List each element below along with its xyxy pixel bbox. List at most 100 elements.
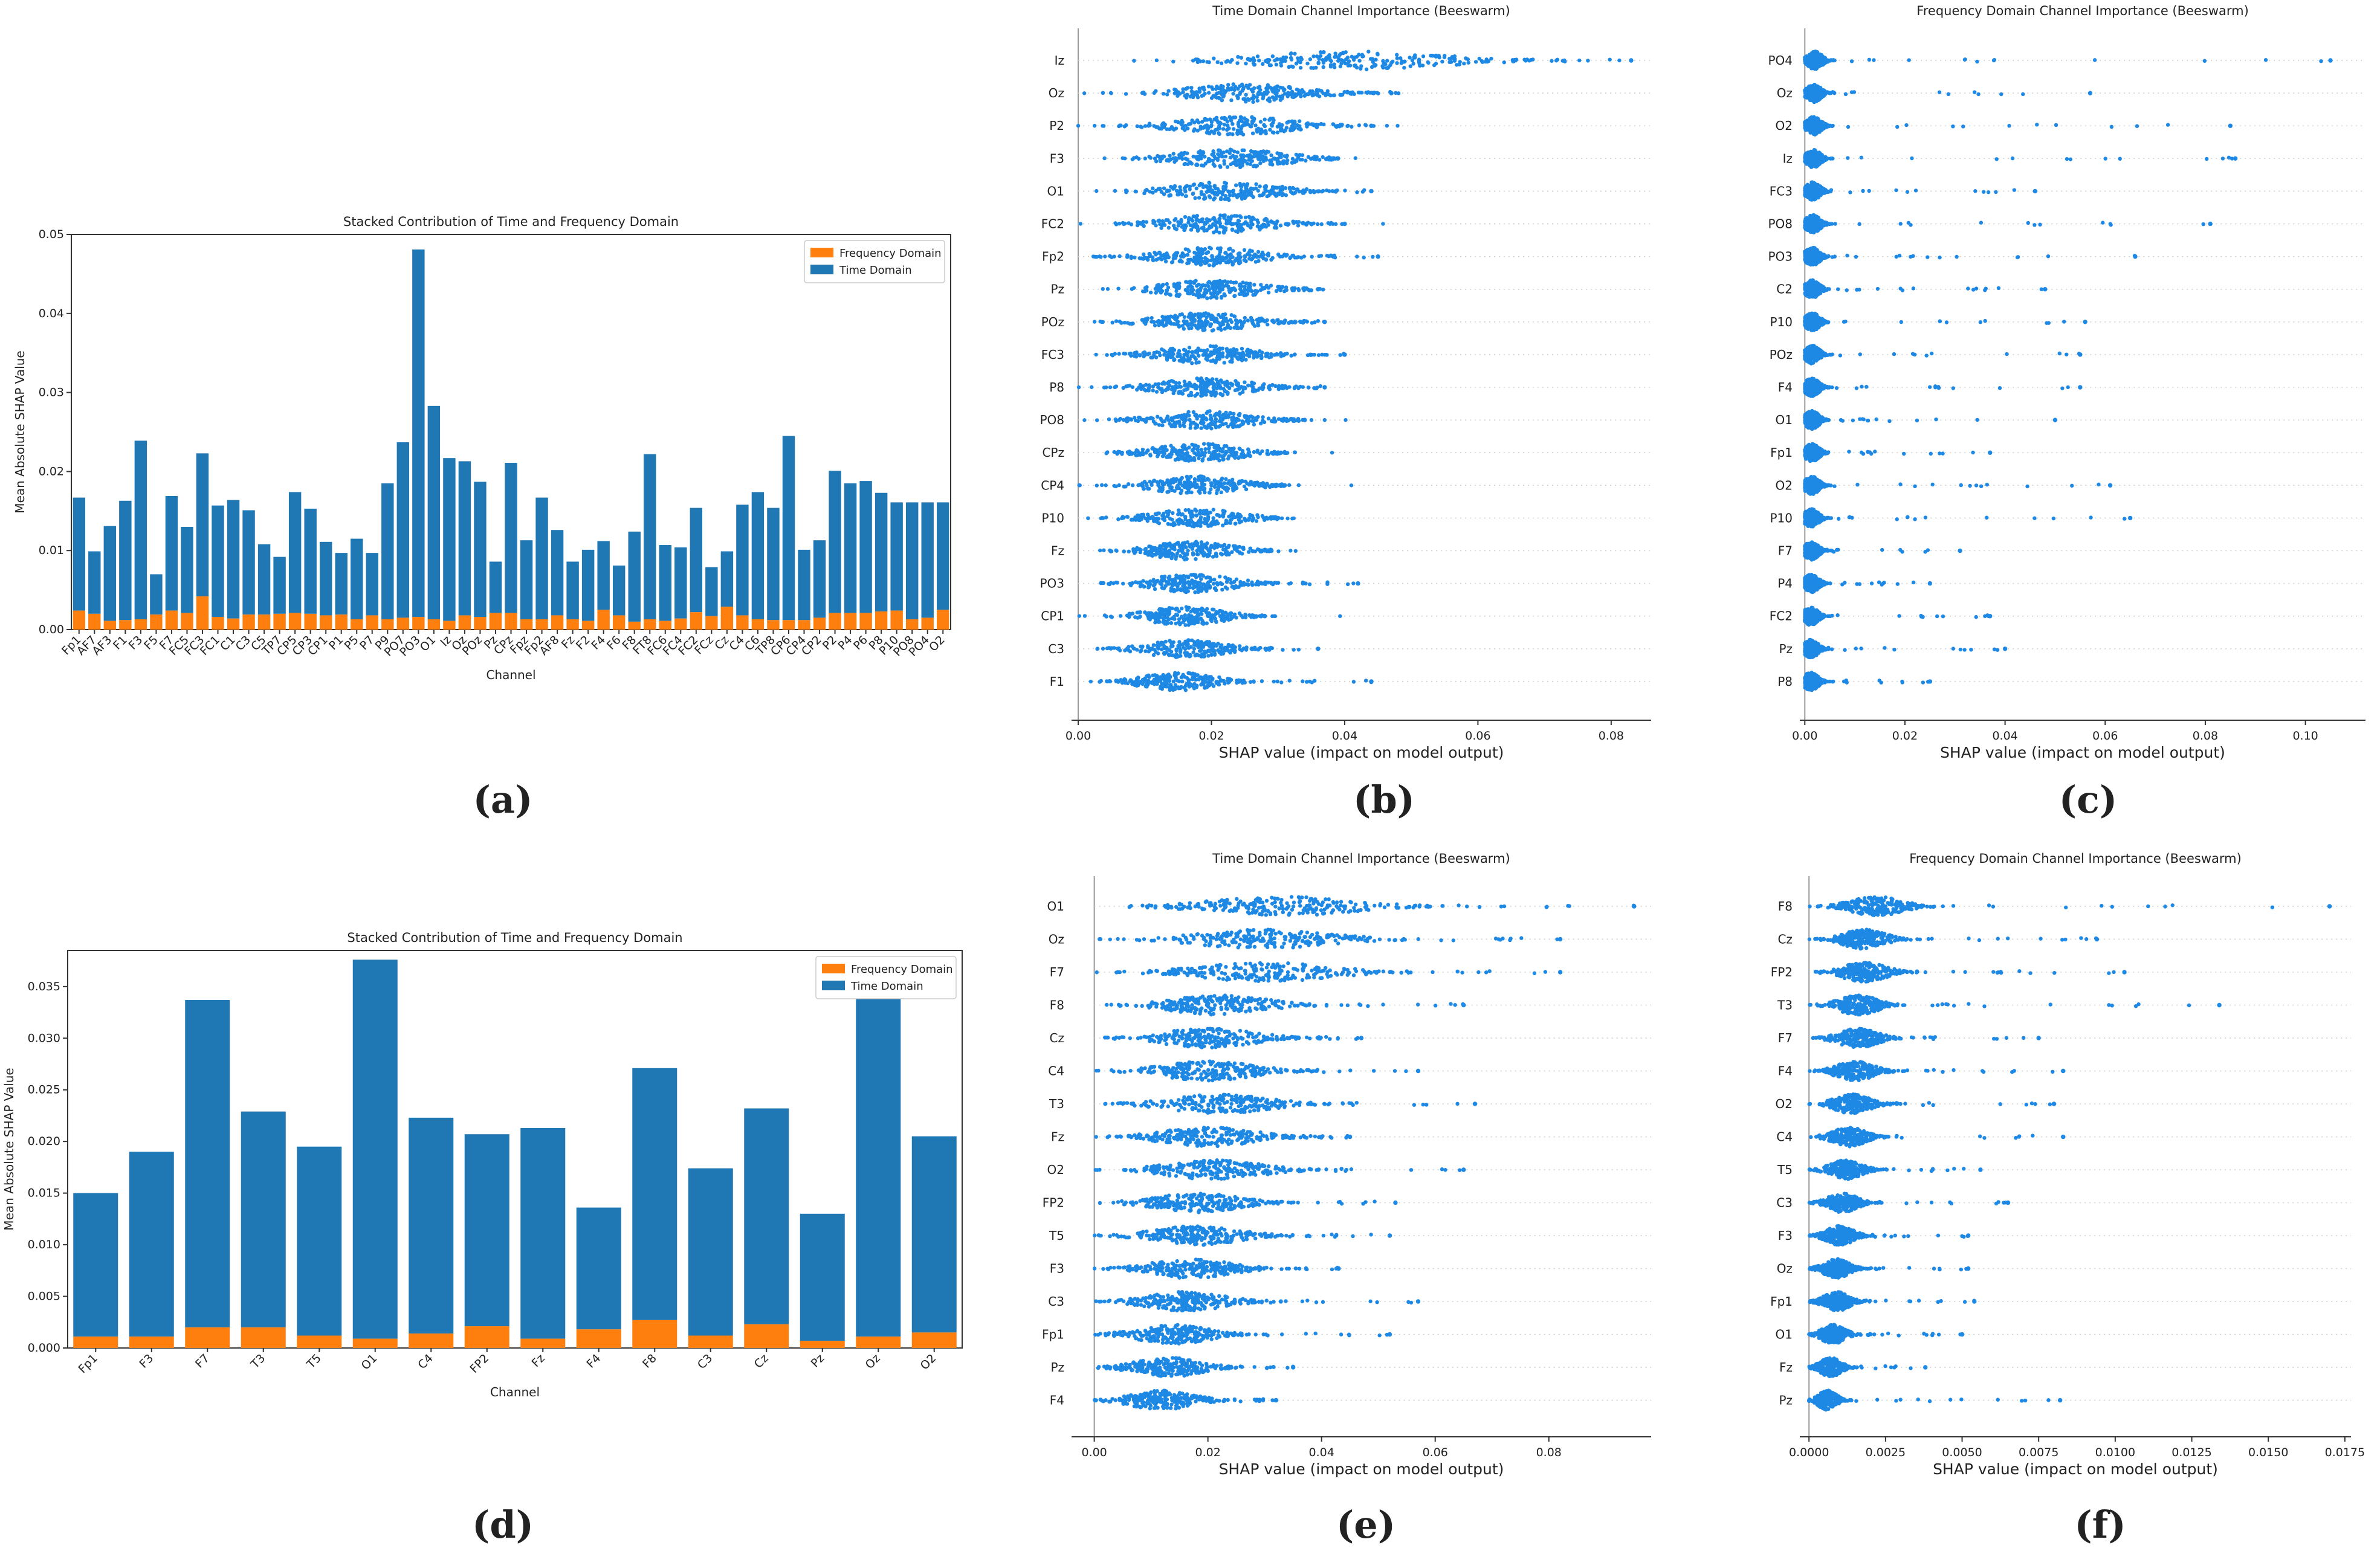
swarm-point	[1147, 544, 1151, 549]
bar-freq-P10	[890, 610, 903, 630]
swarm-point	[1385, 66, 1389, 70]
swarm-point	[1304, 187, 1309, 192]
swarm-point	[1238, 181, 1242, 186]
swarm-point	[1195, 247, 1200, 251]
legend-label: Frequency Domain	[839, 247, 942, 260]
swarm-point	[1270, 382, 1275, 387]
swarm-point	[1326, 221, 1330, 225]
swarm-point	[1235, 549, 1239, 553]
swarm-point	[1113, 385, 1117, 390]
swarm-point	[1265, 318, 1269, 323]
swarm-point	[1200, 153, 1205, 157]
swarm-point	[1249, 87, 1253, 92]
swarm-point	[1226, 132, 1230, 137]
legend-swatch-time	[810, 265, 833, 274]
swarm-point	[1101, 287, 1105, 291]
bar-time-P4	[844, 483, 857, 613]
swarm-point	[1165, 490, 1169, 494]
swarm-point	[1333, 51, 1337, 56]
swarm-point	[1228, 318, 1233, 322]
swarm-point-max	[1282, 450, 1287, 455]
swarm-point	[1215, 379, 1220, 384]
swarm-point	[1297, 119, 1302, 123]
bar-time-Oz	[458, 461, 471, 616]
swarm-point	[1339, 58, 1344, 62]
swarm-point	[1229, 221, 1234, 226]
swarm-point	[1299, 94, 1303, 98]
swarm-point	[1153, 323, 1157, 327]
swarm-point	[1261, 62, 1265, 66]
swarm-point	[1273, 419, 1278, 424]
plot-frame	[67, 950, 963, 1349]
swarm-point	[1187, 249, 1191, 253]
swarm-point	[1196, 228, 1200, 232]
swarm-point	[1191, 280, 1196, 285]
swarm-point	[1250, 96, 1254, 101]
swarm-point	[1113, 189, 1117, 193]
swarm-point	[1154, 390, 1159, 394]
swarm-point	[1160, 514, 1165, 518]
swarm-point	[1207, 446, 1211, 450]
swarm-point	[1191, 410, 1196, 414]
swarm-point	[1256, 156, 1261, 161]
y-tick-label: 0.05	[39, 228, 64, 241]
swarm-point	[1151, 384, 1156, 389]
swarm-point	[1139, 387, 1143, 392]
swarm-point	[1255, 480, 1260, 485]
channel-label: P8	[1049, 380, 1064, 395]
bar-time-Fz	[520, 1127, 566, 1339]
swarm-point	[1290, 517, 1295, 521]
swarm-point	[1269, 192, 1273, 196]
swarm-point	[1184, 451, 1188, 456]
bar-time-O2	[911, 1136, 957, 1333]
swarm-point	[1124, 123, 1128, 127]
swarm-point	[1188, 357, 1192, 361]
swarm-point	[1218, 197, 1223, 202]
swarm-point	[1175, 575, 1180, 580]
swarm-point	[1264, 189, 1268, 193]
swarm-point	[1169, 485, 1174, 489]
swarm-point	[1151, 258, 1156, 263]
swarm-point	[1195, 156, 1199, 161]
swarm-point	[1146, 616, 1151, 621]
swarm-point	[1253, 260, 1258, 264]
swarm-point	[1218, 392, 1223, 396]
swarm-point	[1133, 418, 1138, 423]
swarm-point	[1094, 189, 1099, 193]
y-tick-label: 0.02	[39, 465, 64, 478]
bar-freq-P7	[366, 615, 378, 630]
swarm-point	[1156, 483, 1160, 488]
swarm-point	[1148, 291, 1153, 295]
swarm-point	[1154, 252, 1159, 256]
swarm-point	[1261, 192, 1266, 196]
swarm-point	[1198, 520, 1203, 524]
swarm-point	[1131, 321, 1135, 326]
swarm-point	[1240, 552, 1244, 556]
swarm-point	[1224, 181, 1229, 185]
swarm-point	[1242, 484, 1247, 489]
swarm-point	[1208, 548, 1212, 553]
swarm-point	[1232, 314, 1237, 318]
swarm-point	[1363, 123, 1368, 127]
swarm-point	[1168, 517, 1172, 521]
swarm-point	[1241, 422, 1245, 426]
swarm-point	[1382, 62, 1387, 66]
swarm-point	[1263, 485, 1267, 489]
bar-time-F3	[129, 1152, 174, 1337]
swarm-point	[1219, 61, 1224, 66]
swarm-point	[1283, 186, 1288, 190]
swarm-point	[1125, 189, 1129, 193]
legend-box	[815, 956, 957, 999]
swarm-point	[1216, 544, 1220, 548]
swarm-point	[1206, 250, 1211, 254]
swarm-point	[1281, 86, 1285, 90]
swarm-point	[1327, 53, 1331, 57]
swarm-point	[1351, 57, 1356, 62]
swarm-point	[1301, 286, 1305, 291]
swarm-point	[1241, 546, 1246, 550]
swarm-point	[1212, 414, 1217, 418]
swarm-point	[1201, 415, 1206, 420]
swarm-point	[1175, 485, 1180, 490]
swarm-point	[1369, 65, 1374, 69]
swarm-point	[1240, 323, 1244, 327]
